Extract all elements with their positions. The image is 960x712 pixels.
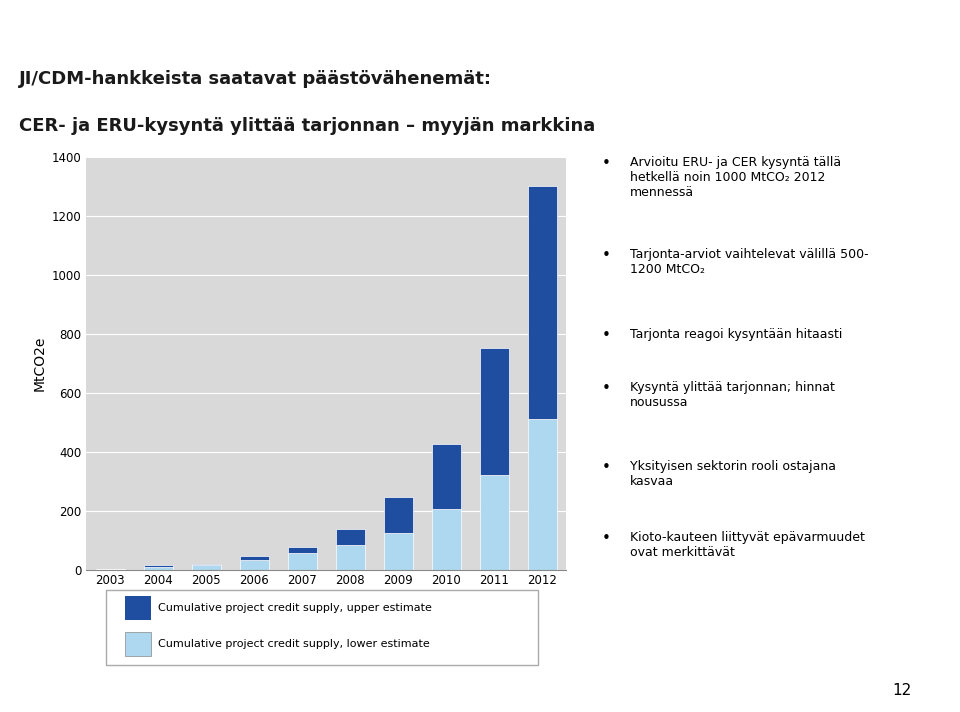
Text: Yksityisen sektorin rooli ostajana
kasvaa: Yksityisen sektorin rooli ostajana kasva…: [630, 460, 836, 488]
Bar: [288, 547, 317, 553]
Text: •: •: [602, 328, 611, 342]
Text: JI/CDM-hankkeista saatavat päästövähenemät:: JI/CDM-hankkeista saatavat päästövähenem…: [19, 70, 492, 88]
FancyBboxPatch shape: [106, 590, 538, 665]
Bar: [336, 545, 365, 570]
Bar: [384, 533, 413, 570]
Bar: [528, 419, 557, 570]
Bar: [288, 553, 317, 570]
Bar: [432, 509, 461, 570]
Text: Cumulative project credit supply, lower estimate: Cumulative project credit supply, lower …: [158, 639, 430, 649]
Bar: [125, 632, 151, 656]
Text: 12: 12: [893, 683, 912, 698]
Text: Cumulative project credit supply, upper estimate: Cumulative project credit supply, upper …: [158, 603, 432, 613]
Text: •: •: [602, 531, 611, 546]
Bar: [192, 564, 221, 565]
Bar: [480, 475, 509, 570]
Text: Kioto-kauteen liittyvät epävarmuudet
ovat merkittävät: Kioto-kauteen liittyvät epävarmuudet ova…: [630, 531, 865, 559]
Bar: [240, 556, 269, 560]
Bar: [240, 560, 269, 570]
Text: Arvioitu ERU- ja CER kysyntä tällä
hetkellä noin 1000 MtCO₂ 2012
mennessä: Arvioitu ERU- ja CER kysyntä tällä hetke…: [630, 156, 841, 199]
Text: •: •: [602, 156, 611, 171]
Bar: [528, 186, 557, 419]
Text: •: •: [602, 460, 611, 475]
Text: Tarjonta reagoi kysyntään hitaasti: Tarjonta reagoi kysyntään hitaasti: [630, 328, 842, 341]
Bar: [384, 497, 413, 533]
Text: CER- ja ERU-kysyntä ylittää tarjonnan – myyjän markkina: CER- ja ERU-kysyntä ylittää tarjonnan – …: [19, 117, 595, 135]
Y-axis label: MtCO2e: MtCO2e: [33, 335, 46, 391]
Bar: [192, 565, 221, 570]
Text: E N E R G Y   B U S I N E S S   G R O U P: E N E R G Y B U S I N E S S G R O U P: [29, 15, 482, 35]
Bar: [144, 567, 173, 570]
Bar: [144, 565, 173, 567]
Bar: [125, 596, 151, 619]
Text: Tarjonta-arviot vaihtelevat välillä 500-
1200 MtCO₂: Tarjonta-arviot vaihtelevat välillä 500-…: [630, 248, 869, 276]
Bar: [480, 348, 509, 475]
Bar: [336, 529, 365, 545]
Text: Kysyntä ylittää tarjonnan; hinnat
nousussa: Kysyntä ylittää tarjonnan; hinnat nousus…: [630, 381, 834, 409]
Text: •: •: [602, 248, 611, 263]
Text: •: •: [602, 381, 611, 396]
Bar: [432, 444, 461, 509]
